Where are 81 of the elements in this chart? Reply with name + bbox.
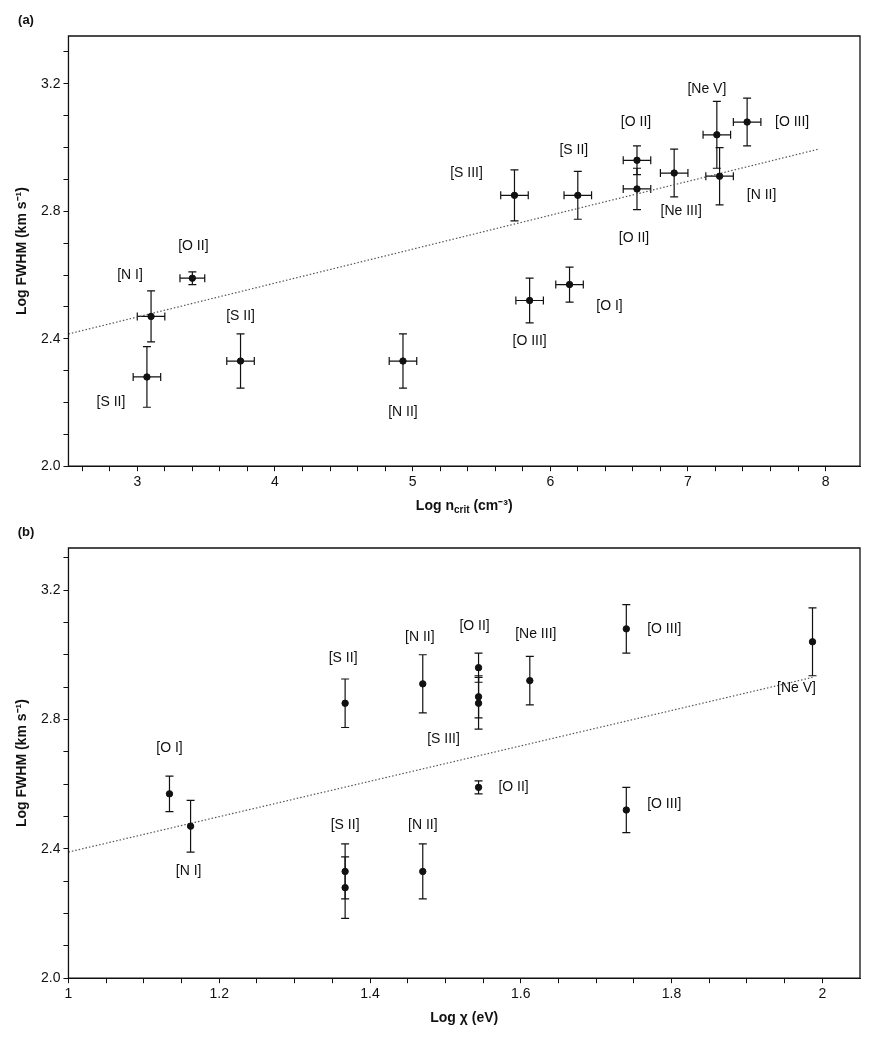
point (633, 185, 641, 193)
point (510, 191, 519, 200)
annotation: [N II] (404, 627, 435, 644)
y-axis-title: Log FWHM (km s⁻¹) (12, 699, 29, 828)
x-axis-title: Log χ (eV) (430, 1008, 499, 1025)
x-tick-label: 1.2 (209, 985, 230, 1002)
annotation: [O II] (178, 237, 209, 254)
annotation: [S II] (226, 306, 255, 323)
point (622, 806, 631, 814)
annotation: [O II] (459, 616, 490, 633)
x-tick-label: 1.8 (661, 985, 682, 1002)
annotation: [Ne V] (687, 79, 727, 96)
x-tick-label: 1.4 (360, 985, 380, 1002)
x-tick-label: 4 (271, 473, 280, 490)
annotation: [S II] (328, 649, 358, 666)
y-tick-label: 2.8 (40, 202, 61, 219)
point (713, 131, 721, 139)
point (474, 663, 483, 672)
y-axis-title: Log FWHM (km s⁻¹) (12, 187, 29, 316)
point (341, 867, 349, 876)
point (419, 867, 427, 876)
point (633, 156, 641, 164)
point (525, 296, 534, 305)
y-tick-label: 3.2 (40, 74, 61, 91)
x-tick-label: 3 (133, 473, 142, 490)
y-tick-label: 2.4 (40, 839, 61, 856)
point (341, 699, 349, 707)
point (186, 822, 195, 830)
chart-title: (a) (18, 11, 34, 27)
annotation: [S III] (450, 164, 483, 181)
point (715, 172, 724, 180)
x-tick-label: 1.6 (511, 985, 531, 1002)
annotation: [O III] (647, 619, 682, 636)
point (526, 676, 534, 685)
y-tick-label: 2.8 (40, 710, 61, 727)
point (147, 312, 155, 321)
annotation: [O I] (596, 297, 623, 314)
y-tick-label: 2.0 (40, 457, 61, 474)
x-tick-label: 7 (684, 473, 693, 490)
annotation: [S III] (427, 730, 460, 747)
annotation: [N II] (407, 816, 438, 833)
point (565, 280, 574, 289)
chart-title: (b) (17, 523, 35, 539)
annotation: [O II] (618, 228, 650, 245)
point (474, 699, 483, 707)
annotation: [S II] (559, 141, 589, 158)
x-tick-label: 5 (408, 473, 417, 490)
point (399, 357, 407, 365)
point (341, 883, 349, 892)
point (622, 625, 631, 633)
y-tick-label: 3.2 (40, 580, 61, 597)
annotation: [Ne III] (515, 625, 557, 642)
annotation: [O II] (620, 113, 652, 130)
point (574, 191, 582, 200)
x-tick-label: 6 (546, 473, 555, 490)
annotation: [N II] (388, 402, 418, 419)
point (165, 790, 174, 798)
annotation: [Ne V] (777, 678, 816, 695)
x-tick-label: 8 (821, 473, 830, 490)
point (474, 693, 483, 701)
x-tick-label: 1 (64, 985, 73, 1002)
point (743, 118, 751, 126)
annotation: [N I] (117, 266, 143, 283)
x-tick-label: 2 (818, 985, 827, 1002)
point (808, 638, 817, 646)
annotation: [O III] (647, 794, 682, 811)
annotation: [S II] (330, 816, 360, 833)
annotation: [N II] (746, 186, 777, 203)
y-tick-label: 2.0 (40, 969, 61, 986)
point (236, 357, 245, 365)
annotation: [N I] (175, 862, 202, 879)
annotation: [O III] (512, 332, 547, 349)
point (670, 169, 678, 177)
point (419, 680, 427, 688)
annotation: [Ne III] (660, 201, 702, 218)
annotation: [O II] (498, 778, 529, 795)
y-tick-label: 2.4 (40, 329, 61, 346)
point (143, 373, 151, 381)
annotation: [O I] (156, 738, 183, 755)
annotation: [O III] (775, 112, 810, 129)
annotation: [S II] (96, 392, 126, 409)
